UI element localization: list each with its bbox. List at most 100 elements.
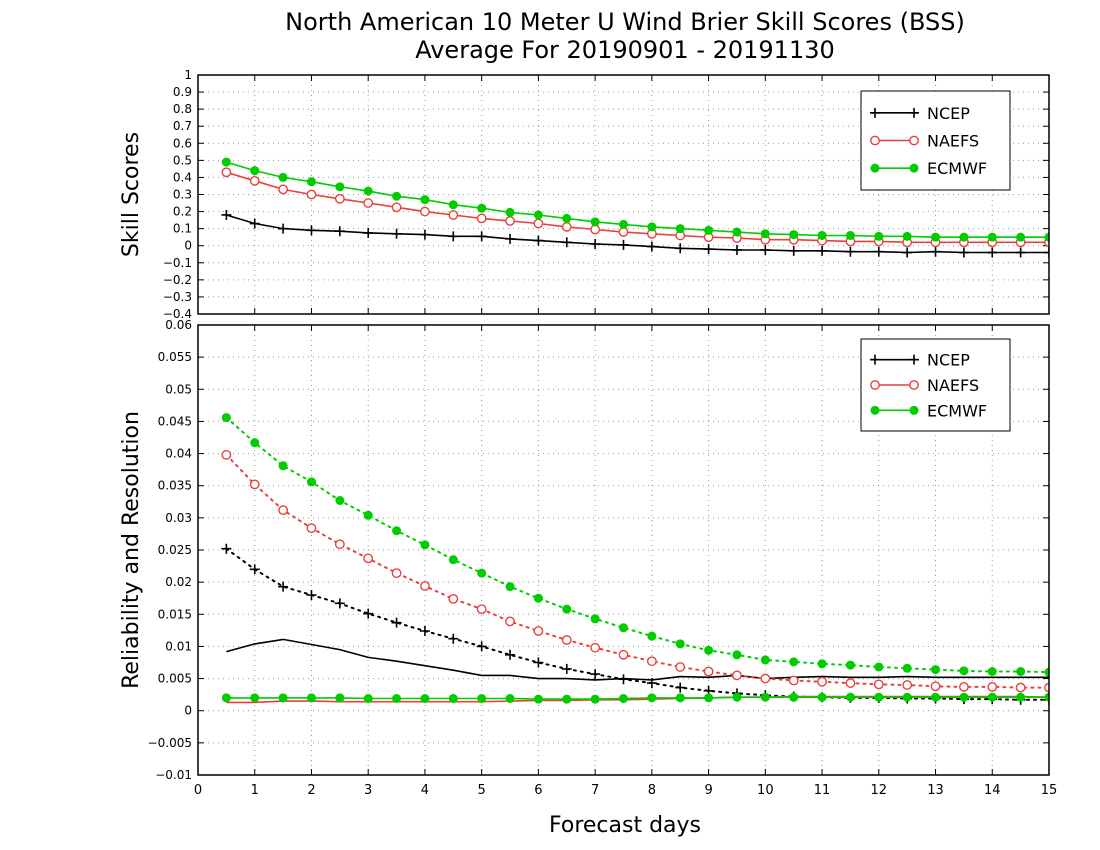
data-point-naefs-resolution [1015, 682, 1026, 693]
data-point-ecmwf-resolution [959, 666, 969, 676]
legend: NCEP NAEFS ECMWF [860, 90, 1011, 191]
y-tick-label: 0.06 [165, 318, 192, 332]
data-point-naefs [278, 184, 288, 195]
data-point-naefs-resolution [959, 682, 969, 692]
data-point-ncep-resolution [363, 608, 374, 619]
data-point-naefs-resolution [873, 679, 884, 690]
data-point-ecmwf-resolution [363, 510, 373, 520]
y-tick-label: 0.8 [173, 102, 192, 116]
data-point-ecmwf-reliability [845, 692, 855, 702]
data-point-ecmwf-resolution [278, 461, 288, 471]
data-point-ecmwf [845, 230, 855, 240]
data-point-ecmwf [363, 186, 373, 196]
y-tick-label: 0.015 [158, 607, 192, 621]
data-point-naefs-resolution [420, 581, 430, 591]
data-point-ecmwf-reliability [335, 693, 345, 703]
data-point-ecmwf-reliability [931, 692, 941, 702]
x-tick-label: 15 [1041, 783, 1058, 798]
data-point-ncep [1044, 247, 1049, 258]
y-tick-label: 0.04 [165, 447, 192, 461]
data-point-ecmwf [1016, 232, 1026, 242]
data-point-ecmwf [817, 230, 827, 240]
data-point-ncep [590, 239, 601, 250]
series-line-ecmwf [226, 161, 1049, 238]
data-point-ecmwf-resolution [221, 413, 231, 423]
data-point-naefs [334, 193, 345, 204]
legend-marker-naefs [909, 380, 919, 390]
data-point-ecmwf-reliability [987, 692, 997, 702]
data-point-ecmwf-reliability [448, 694, 458, 703]
data-point-ncep [703, 244, 714, 255]
data-point-ncep [618, 239, 629, 250]
data-point-ecmwf-resolution [902, 663, 912, 673]
data-point-ecmwf-resolution [619, 623, 628, 633]
x-tick-label: 3 [364, 783, 372, 798]
data-point-naefs [476, 213, 487, 224]
data-point-ncep [334, 226, 345, 237]
data-point-ecmwf-reliability [562, 694, 572, 704]
data-point-naefs [391, 202, 402, 213]
data-point-ecmwf [874, 231, 884, 241]
x-tick-label: 5 [478, 783, 486, 798]
x-tick-label: 6 [534, 783, 542, 798]
data-point-ecmwf-resolution [590, 614, 600, 624]
data-point-ncep [419, 229, 430, 240]
data-point-ncep [505, 233, 516, 244]
series-line-ecmwf-resolution [225, 416, 1049, 674]
data-point-ecmwf [675, 224, 685, 234]
data-point-ecmwf [505, 207, 515, 217]
data-point-ecmwf-reliability [533, 694, 543, 704]
chart-title-line1: North American 10 Meter U Wind Brier Ski… [285, 8, 965, 36]
plot-frame [197, 324, 1050, 776]
data-point-ecmwf [392, 191, 402, 201]
data-point-ecmwf-reliability [420, 694, 430, 703]
data-point-ecmwf-reliability [250, 693, 260, 703]
data-point-ncep [930, 246, 941, 257]
data-point-ecmwf-resolution [647, 631, 657, 641]
y-tick-label: 0.3 [173, 188, 192, 202]
x-tick-label: 8 [648, 783, 656, 798]
data-point-ecmwf-reliability [1016, 692, 1026, 702]
data-point-ecmwf-resolution [675, 639, 685, 649]
data-point-naefs [221, 167, 232, 178]
data-point-ncep [363, 227, 374, 238]
data-point-naefs [618, 227, 629, 237]
data-point-naefs-resolution [646, 656, 657, 667]
data-point-naefs-resolution [1044, 682, 1049, 693]
data-point-ecmwf-reliability [789, 692, 799, 702]
data-point-ncep [221, 209, 232, 220]
data-point-ecmwf [590, 217, 600, 227]
data-point-ecmwf-resolution [817, 659, 827, 669]
series-line-ecmwf-reliability [226, 696, 1049, 700]
data-point-ecmwf [278, 172, 288, 182]
data-point-ncep [675, 243, 686, 254]
x-tick-label: 14 [984, 783, 1001, 798]
data-point-naefs [448, 210, 459, 220]
data-point-ecmwf-resolution [845, 660, 855, 670]
data-point-ecmwf [477, 203, 487, 213]
data-point-naefs-resolution [760, 673, 771, 684]
data-point-ncep-resolution [505, 649, 516, 660]
data-point-ncep-resolution [675, 682, 686, 693]
data-point-ecmwf-reliability [902, 692, 912, 702]
x-axis-title: Forecast days [549, 813, 701, 838]
y-tick-label: 0.045 [158, 414, 192, 428]
data-point-ecmwf [448, 200, 458, 210]
data-point-ecmwf [306, 177, 316, 187]
series-group [221, 157, 1049, 258]
data-point-ecmwf [931, 232, 941, 242]
data-point-ncep [902, 247, 913, 258]
data-point-naefs-resolution [788, 675, 799, 686]
data-point-ecmwf [987, 232, 997, 242]
data-point-ecmwf [902, 231, 912, 241]
data-point-naefs-resolution [703, 666, 714, 677]
data-point-ecmwf [335, 182, 345, 192]
y-tick-label: −0.4 [163, 307, 192, 321]
y-tick-label: 0 [184, 239, 192, 253]
data-point-ecmwf [704, 225, 714, 235]
x-tick-label: 0 [194, 783, 202, 798]
data-point-ecmwf [619, 219, 628, 229]
y-tick-label: 0.02 [165, 575, 192, 589]
data-point-naefs-resolution [476, 604, 487, 615]
y-axis-title: Reliability and Resolution [119, 411, 144, 689]
